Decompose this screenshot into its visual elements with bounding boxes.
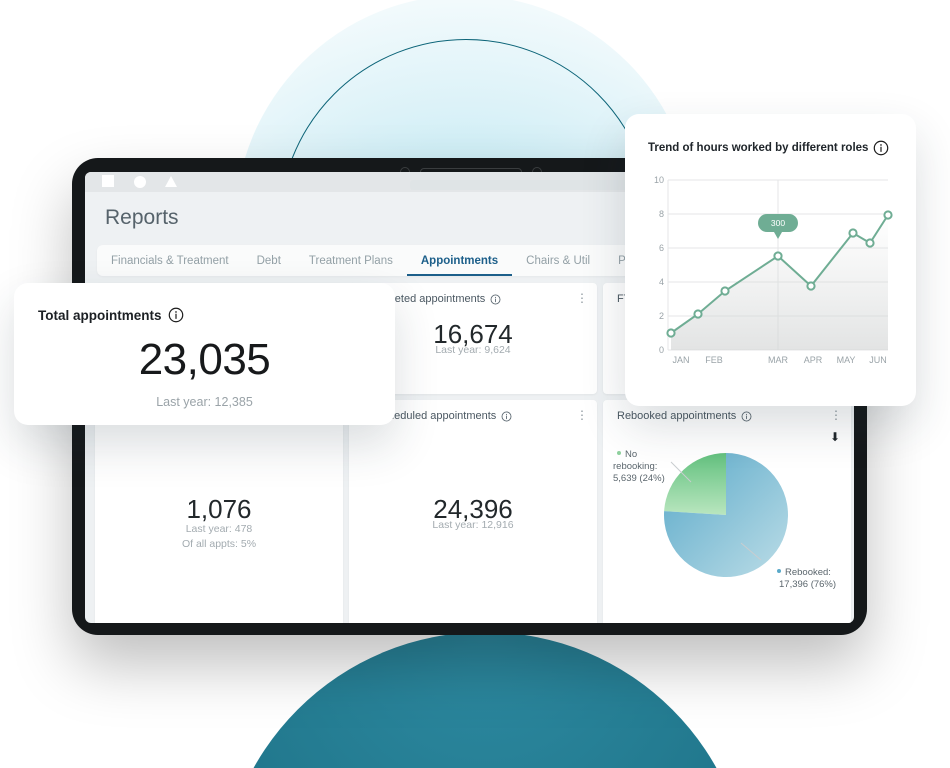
svg-text:APR: APR [804,355,823,365]
svg-text:JAN: JAN [672,355,689,365]
svg-text:JUN: JUN [869,355,887,365]
svg-text:MAR: MAR [768,355,789,365]
svg-text:8: 8 [659,209,664,219]
svg-text:FEB: FEB [705,355,723,365]
svg-text:17,396 (76%): 17,396 (76%) [779,579,836,590]
svg-text:Rebooked:: Rebooked: [785,567,831,578]
svg-text:2: 2 [659,311,664,321]
svg-text:6: 6 [659,243,664,253]
svg-text:rebooking:: rebooking: [613,461,657,472]
svg-text:10: 10 [654,175,664,185]
svg-text:MAY: MAY [837,355,856,365]
svg-text:No: No [625,449,637,460]
svg-text:0: 0 [659,345,664,355]
svg-text:5,639 (24%): 5,639 (24%) [613,473,665,484]
svg-text:4: 4 [659,277,664,287]
svg-text:300: 300 [771,218,785,228]
